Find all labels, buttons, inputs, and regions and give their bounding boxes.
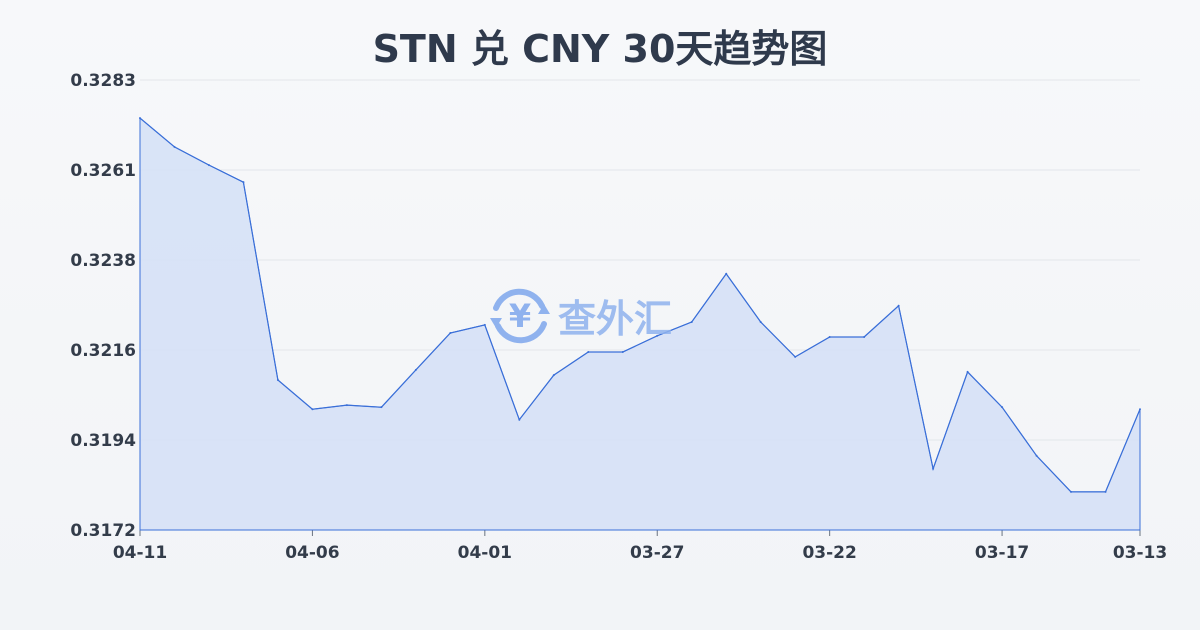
y-tick-label: 0.3261: [70, 161, 136, 181]
data-point-03-16: [1035, 454, 1038, 457]
y-tick-label: 0.3194: [70, 431, 136, 451]
x-tick-label: 03-17: [975, 543, 1029, 563]
data-point-03-29: [587, 351, 590, 354]
data-point-03-14: [1104, 490, 1107, 493]
data-point-04-10: [173, 145, 176, 148]
data-point-04-06: [311, 408, 314, 411]
data-point-04-11: [139, 117, 141, 120]
data-point-03-21: [863, 336, 866, 339]
y-tick-label: 0.3216: [70, 341, 136, 361]
data-point-04-05: [345, 404, 348, 407]
chart-title: STN 兑 CNY 30天趋势图: [372, 27, 828, 71]
data-point-04-02: [449, 331, 452, 334]
data-point-03-30: [552, 374, 555, 377]
y-tick-label: 0.3172: [70, 521, 136, 541]
data-point-03-26: [690, 321, 693, 324]
data-point-03-31: [518, 418, 521, 421]
series-line: [139, 117, 1141, 493]
data-point-03-18: [966, 370, 969, 373]
y-tick-label: 0.3238: [70, 251, 136, 271]
x-tick-label: 03-13: [1113, 543, 1167, 563]
data-point-03-17: [1001, 406, 1004, 409]
watermark-text: 查外汇: [558, 297, 672, 341]
data-point-03-28: [621, 351, 624, 354]
data-point-04-04: [380, 406, 383, 409]
data-point-03-25: [725, 272, 728, 275]
yen-exchange-icon: ¥: [490, 288, 550, 344]
data-point-03-15: [1070, 490, 1073, 493]
x-tick-label: 04-11: [113, 543, 167, 563]
data-point-03-13: [1139, 408, 1141, 411]
x-tick-label: 03-22: [802, 543, 856, 563]
data-point-04-07: [276, 379, 279, 381]
y-tick-label: 0.3283: [70, 71, 136, 91]
data-point-03-27: [656, 334, 659, 337]
data-point-04-03: [414, 368, 417, 371]
x-tick-label: 03-27: [630, 543, 684, 563]
svg-text:¥: ¥: [509, 297, 531, 335]
x-tick-label: 04-06: [285, 543, 339, 563]
x-axis: 04-11 04-06 04-01 03-27 03-22 03-17 03-13: [113, 529, 1167, 563]
data-point-03-24: [759, 321, 762, 324]
data-point-04-08: [242, 181, 245, 184]
data-point-03-19: [932, 467, 935, 470]
watermark: ¥ 查外汇: [490, 288, 672, 344]
y-axis: 0.3283 0.3261 0.3238 0.3216 0.3194 0.3172: [70, 71, 136, 541]
data-point-03-20: [897, 304, 900, 307]
data-point-03-23: [794, 355, 797, 358]
data-point-04-01: [483, 323, 486, 326]
x-tick-label: 04-01: [458, 543, 512, 563]
data-point-04-09: [207, 164, 210, 167]
data-point-03-22: [828, 336, 831, 339]
